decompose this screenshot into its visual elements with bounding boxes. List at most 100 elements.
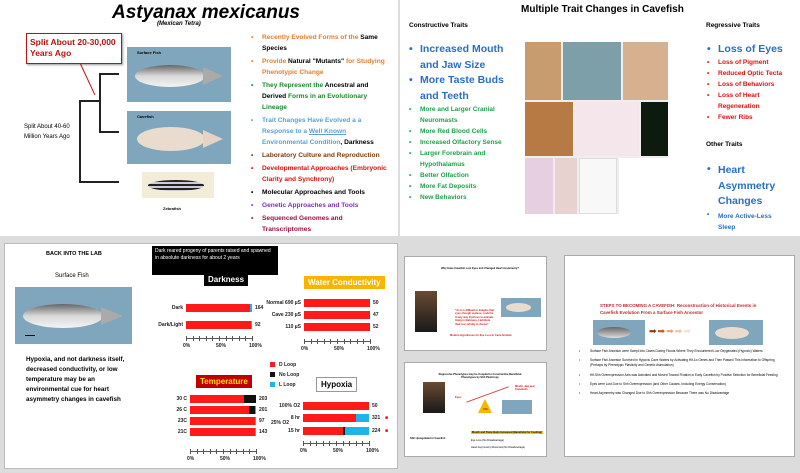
category-label: Dark	[171, 305, 183, 311]
link[interactable]: Well Known	[308, 128, 347, 135]
list-item: Increased Olfactory Sense	[409, 137, 519, 148]
constructive-small-list: More and Larger Cranial NeuromastsMore R…	[409, 104, 519, 203]
thumbnail-slide-1[interactable]: Why Have Cavefish Lost Eyes and Changed …	[404, 256, 547, 351]
x-tick	[203, 449, 205, 454]
x-tick	[199, 336, 201, 341]
x-tick	[303, 441, 304, 446]
feature-item: Recently Evolved Forms of the Same Speci…	[251, 32, 391, 54]
x-tick	[355, 441, 357, 446]
chart-title: Temperature	[196, 375, 252, 388]
n-label: 47	[373, 312, 379, 318]
feature-item: Laboratory Culture and Reproduction	[251, 150, 391, 161]
x-tick	[316, 441, 318, 446]
surface-fish-image: Surface Fish	[127, 47, 231, 102]
feature-list: Recently Evolved Forms of the Same Speci…	[251, 32, 391, 237]
feature-item: Provide Natural "Mutants" for Studying P…	[251, 56, 391, 78]
thumbnail-slide-2[interactable]: Regressive Phenotypes may be Coupled to …	[404, 362, 547, 457]
chart-title: Darkness	[204, 273, 249, 286]
n-label: 224	[372, 428, 381, 434]
text-segment: for Studying Phenotypic Change	[262, 58, 385, 76]
category-label: 30 C	[176, 396, 187, 402]
list-item: Surface Fish Ancestor Survived in Hypoxi…	[579, 358, 784, 368]
list-item: New Behaviors	[409, 192, 519, 203]
arrow-icons: ➡➡➡➡➡	[649, 326, 692, 336]
x-tick	[245, 336, 247, 341]
x-tick-label: 50%	[220, 456, 231, 462]
legend-label: D Loop	[279, 362, 297, 368]
x-tick	[343, 339, 345, 344]
n-label: 143	[259, 429, 268, 435]
list-item: Increased Mouth and Jaw Size	[409, 42, 519, 73]
x-tick	[219, 336, 220, 341]
list-item: Eyes were Lost Due to Shh Overexpression…	[579, 382, 784, 387]
n-label: 52	[373, 324, 379, 330]
callout-box: Split About 20-30,000 Years Ago	[26, 33, 122, 64]
tree-line	[79, 100, 81, 182]
legend-swatch	[270, 372, 275, 377]
x-tick	[356, 339, 358, 344]
n-label: 201	[259, 407, 268, 413]
x-tick	[256, 449, 257, 454]
group-label: 25% O2	[271, 420, 290, 426]
regressive-small-list: Loss of PigmentReduced Optic TectaLoss o…	[707, 57, 799, 123]
bar-d-loop	[190, 406, 249, 414]
slide-subtitle: (Mexican Tetra)	[157, 21, 201, 27]
bar-d-loop	[304, 311, 370, 319]
list-item: Fewer Ribs	[707, 112, 799, 123]
legend-swatch	[270, 382, 275, 387]
n-label: 164	[255, 305, 264, 311]
x-tick	[304, 339, 305, 344]
tree-line	[79, 181, 119, 183]
feature-item: Developmental Approaches (Embryonic Clar…	[251, 163, 391, 185]
text-segment: Laboratory Culture and Reproduction	[262, 152, 380, 159]
category-label: Dark/Light	[158, 322, 183, 328]
text-segment: Developmental Approaches (Embryonic Clar…	[262, 165, 387, 183]
list-item: More Fat Deposits	[409, 181, 519, 192]
text-segment: Recently Evolved Forms of the	[262, 34, 361, 41]
x-tick-label: 100%	[366, 448, 379, 454]
text-segment: , Darkness	[340, 139, 374, 146]
legend-label: No Loop	[279, 372, 300, 378]
n-label: 321	[372, 415, 381, 421]
category-label: 110 µS	[285, 324, 301, 330]
x-tick	[310, 339, 312, 344]
legend-swatch	[270, 362, 275, 367]
category-label: 26 C	[176, 407, 187, 413]
zebrafish-image	[142, 172, 214, 198]
note-box: Dark reared progeny of parents raised an…	[152, 246, 278, 275]
feature-item: Genetic Approaches and Tools	[251, 200, 391, 211]
x-tick	[209, 449, 211, 454]
bar-no-loop	[254, 428, 256, 436]
text-segment: Sequenced Genomes and Transcriptomes	[262, 215, 343, 233]
x-tick	[238, 336, 240, 341]
fulcrum-triangle	[478, 399, 492, 413]
x-tick	[329, 441, 331, 446]
x-tick	[330, 339, 332, 344]
conclusion-text: Hypoxia, and not darkness itself, decrea…	[26, 356, 125, 403]
x-tick	[337, 339, 338, 344]
feature-item: Sequenced Genomes and Transcriptomes	[251, 213, 391, 235]
category-label: 8 hr	[290, 415, 300, 421]
bar-d-loop	[303, 427, 344, 435]
bar-l-loop	[254, 417, 256, 425]
x-tick-label: 100%	[367, 346, 380, 352]
feature-item: They Represent the Ancestral and Derived…	[251, 80, 391, 113]
list-item: Better Olfaction	[409, 170, 519, 181]
callout-arrow	[80, 63, 96, 96]
x-tick	[229, 449, 231, 454]
split-label: Split About 40-60 Million Years Ago	[24, 124, 70, 140]
bar-d-loop	[190, 395, 245, 403]
list-item: More Red Blood Cells	[409, 126, 519, 137]
category-label: 21C	[177, 429, 187, 435]
bar-d-loop	[190, 428, 255, 436]
n-label: 203	[259, 396, 268, 402]
trait-figure-panel	[525, 42, 668, 214]
x-tick	[190, 449, 191, 454]
x-tick	[225, 336, 227, 341]
bar-d-loop	[304, 299, 370, 307]
main-slide-steps: STEPS TO BECOMING A CAVEFISH: Reconstruc…	[564, 255, 795, 457]
x-tick	[322, 441, 324, 446]
slide-title: Astyanax mexicanus	[112, 2, 300, 23]
slide-title: STEPS TO BECOMING A CAVEFISH: Reconstruc…	[600, 303, 757, 315]
category-label: Cave 230 µS	[271, 312, 301, 318]
